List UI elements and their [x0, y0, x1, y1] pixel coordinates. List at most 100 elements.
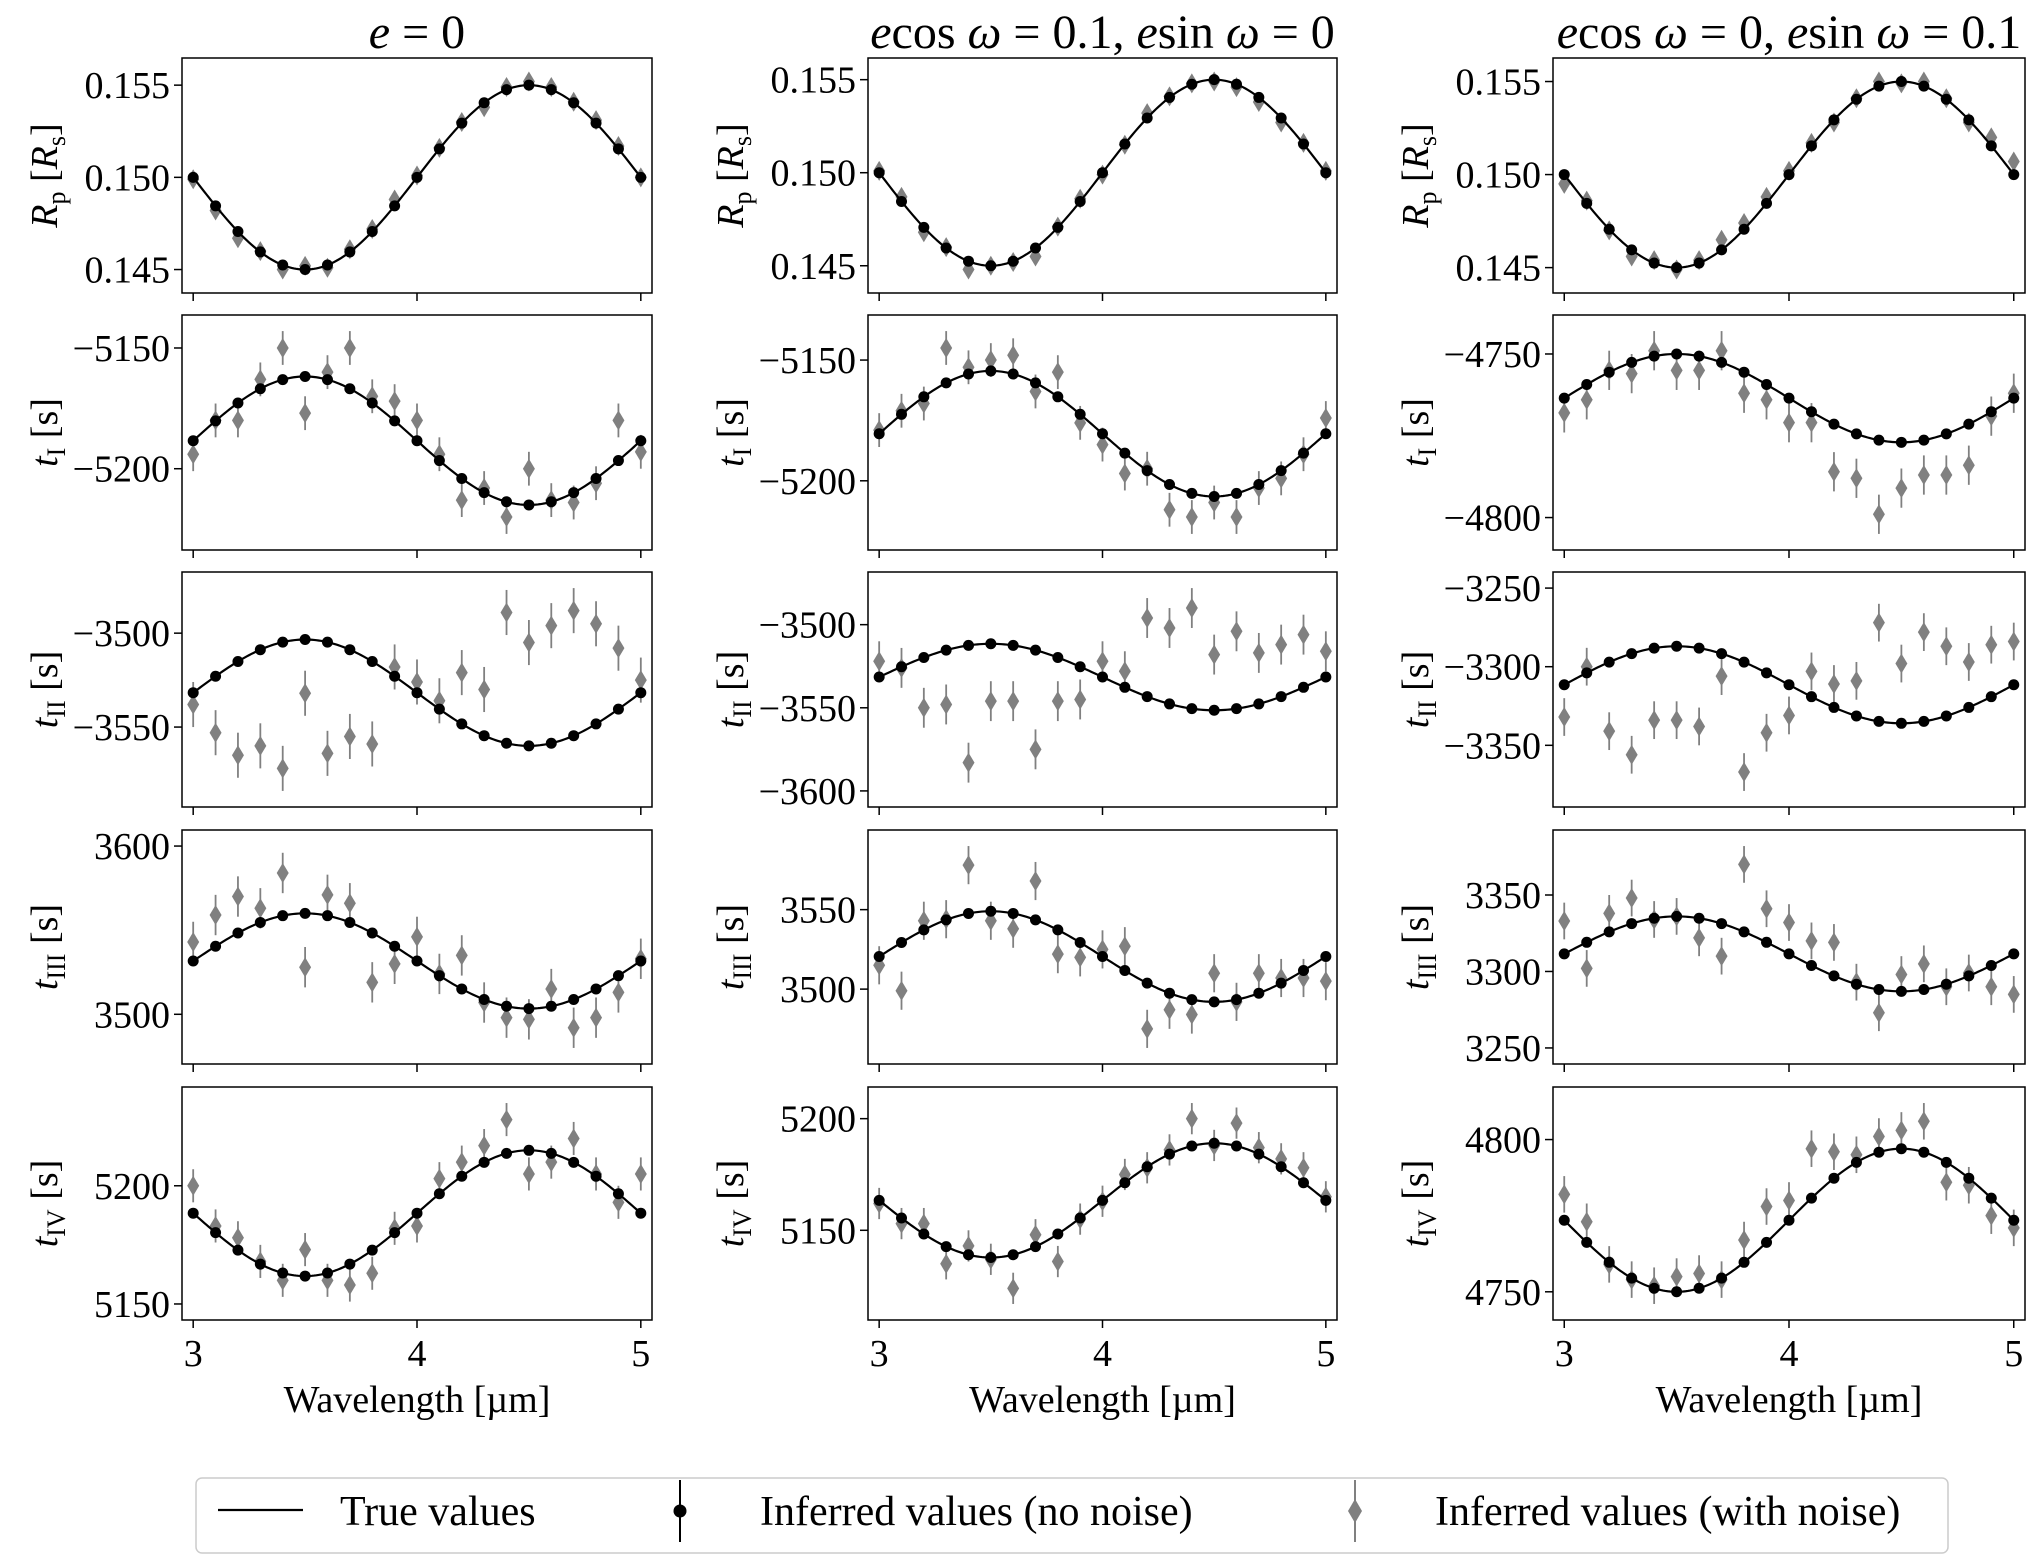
no-noise-point [873, 428, 885, 440]
y-label-symbol: t [24, 978, 66, 990]
no-noise-point [1007, 1249, 1019, 1261]
no-noise-point [963, 907, 974, 919]
noisy-point [895, 980, 908, 1001]
noisy-point [1319, 971, 1332, 992]
noisy-point [1872, 1002, 1885, 1023]
panel-r4-c2: 4750 4800 3 4 5 Wavelength [µm] tIV [s] [1395, 1086, 2026, 1421]
no-noise-point [918, 221, 930, 233]
no-noise-point [1738, 223, 1750, 235]
y-axis-label: Rp [Rs] [710, 123, 757, 228]
no-noise-point [1873, 1146, 1885, 1158]
no-noise-point [985, 365, 997, 377]
no-noise-point [612, 143, 624, 155]
y-label-symbol: t [1395, 978, 1437, 990]
no-noise-point [1603, 656, 1615, 668]
no-noise-point [523, 79, 535, 91]
plot-area [1558, 331, 2020, 534]
column-title-part: e [1787, 6, 1808, 59]
noisy-point [634, 1163, 647, 1184]
no-noise-point [1186, 1140, 1198, 1152]
y-tick-label: 3300 [1465, 951, 1541, 993]
column-title-part: = 0 [1260, 6, 1335, 59]
no-noise-point [873, 167, 885, 179]
no-noise-point [1052, 924, 1064, 936]
no-noise-point [344, 383, 356, 395]
noisy-point [455, 945, 468, 966]
no-noise-point [501, 84, 513, 96]
no-noise-point [478, 993, 490, 1005]
y-label-subscript: III [728, 954, 757, 980]
y-label-unit: [s] [1395, 1160, 1437, 1210]
noisy-point [209, 905, 222, 926]
no-noise-point [1783, 948, 1795, 960]
noisy-point [1029, 739, 1042, 760]
no-noise-point [1581, 379, 1593, 391]
no-noise-point [433, 455, 445, 467]
no-noise-point [1164, 91, 1175, 103]
y-tick-label: 3600 [94, 826, 170, 868]
no-noise-point [1208, 74, 1220, 86]
column-title-part: ω [1226, 6, 1260, 59]
no-noise-point [1738, 926, 1750, 938]
no-noise-point [321, 636, 333, 648]
no-noise-point [523, 1144, 535, 1156]
no-noise-point [366, 655, 378, 667]
plot-area [187, 588, 647, 791]
plot-area [1558, 603, 2020, 791]
no-noise-point [232, 655, 244, 667]
no-noise-point [896, 1212, 907, 1224]
y-label-subscript: I [42, 448, 71, 457]
no-noise-point [389, 200, 401, 212]
noisy-point [522, 458, 535, 479]
panel-r3-c2: 3250 3300 3350 tIII [s] [1395, 829, 2026, 1072]
no-noise-point [1558, 679, 1570, 691]
y-tick-label: −5150 [73, 328, 170, 370]
no-noise-point [1253, 987, 1265, 999]
no-noise-point [1716, 244, 1728, 256]
no-noise-point [321, 910, 333, 922]
noisy-point [388, 391, 401, 412]
no-noise-point [411, 955, 423, 967]
plot-area [1558, 1103, 2020, 1304]
no-noise-point [1052, 221, 1064, 233]
noisy-point [1648, 710, 1661, 731]
no-noise-point [344, 644, 356, 656]
noisy-point [1985, 634, 1998, 655]
plot-area [873, 331, 1332, 534]
plot-area [873, 1103, 1332, 1304]
noisy-point [522, 1009, 535, 1030]
no-noise-point [1558, 1214, 1570, 1226]
no-noise-point [523, 499, 535, 511]
y-label-unit-symbol: R [1395, 146, 1437, 170]
column-title-part: = 0 [390, 6, 465, 59]
no-noise-point [1581, 197, 1593, 209]
noisy-point [612, 410, 625, 431]
noisy-point [1074, 947, 1087, 968]
y-label-symbol: t [1395, 455, 1437, 467]
noisy-point [299, 403, 312, 424]
no-noise-point [1074, 1212, 1086, 1224]
noisy-point [343, 726, 356, 747]
y-label-unit-symbol: R [24, 146, 66, 170]
plot-area [187, 852, 647, 1048]
no-noise-point [1626, 648, 1638, 660]
noisy-point [1783, 1190, 1795, 1211]
noisy-point [276, 758, 289, 779]
no-noise-point [1275, 691, 1287, 703]
no-noise-point [232, 226, 244, 238]
noisy-point [612, 982, 625, 1003]
y-label-symbol: R [710, 204, 752, 228]
y-label-subscript: III [1413, 954, 1442, 980]
no-noise-point [568, 993, 580, 1005]
no-noise-point [1164, 478, 1175, 490]
noisy-point [478, 679, 491, 700]
no-noise-point [2008, 1214, 2020, 1226]
noisy-point [1940, 636, 1953, 657]
y-tick-label: 3550 [780, 890, 856, 932]
no-noise-point [1918, 984, 1930, 996]
no-noise-point [1828, 418, 1840, 430]
